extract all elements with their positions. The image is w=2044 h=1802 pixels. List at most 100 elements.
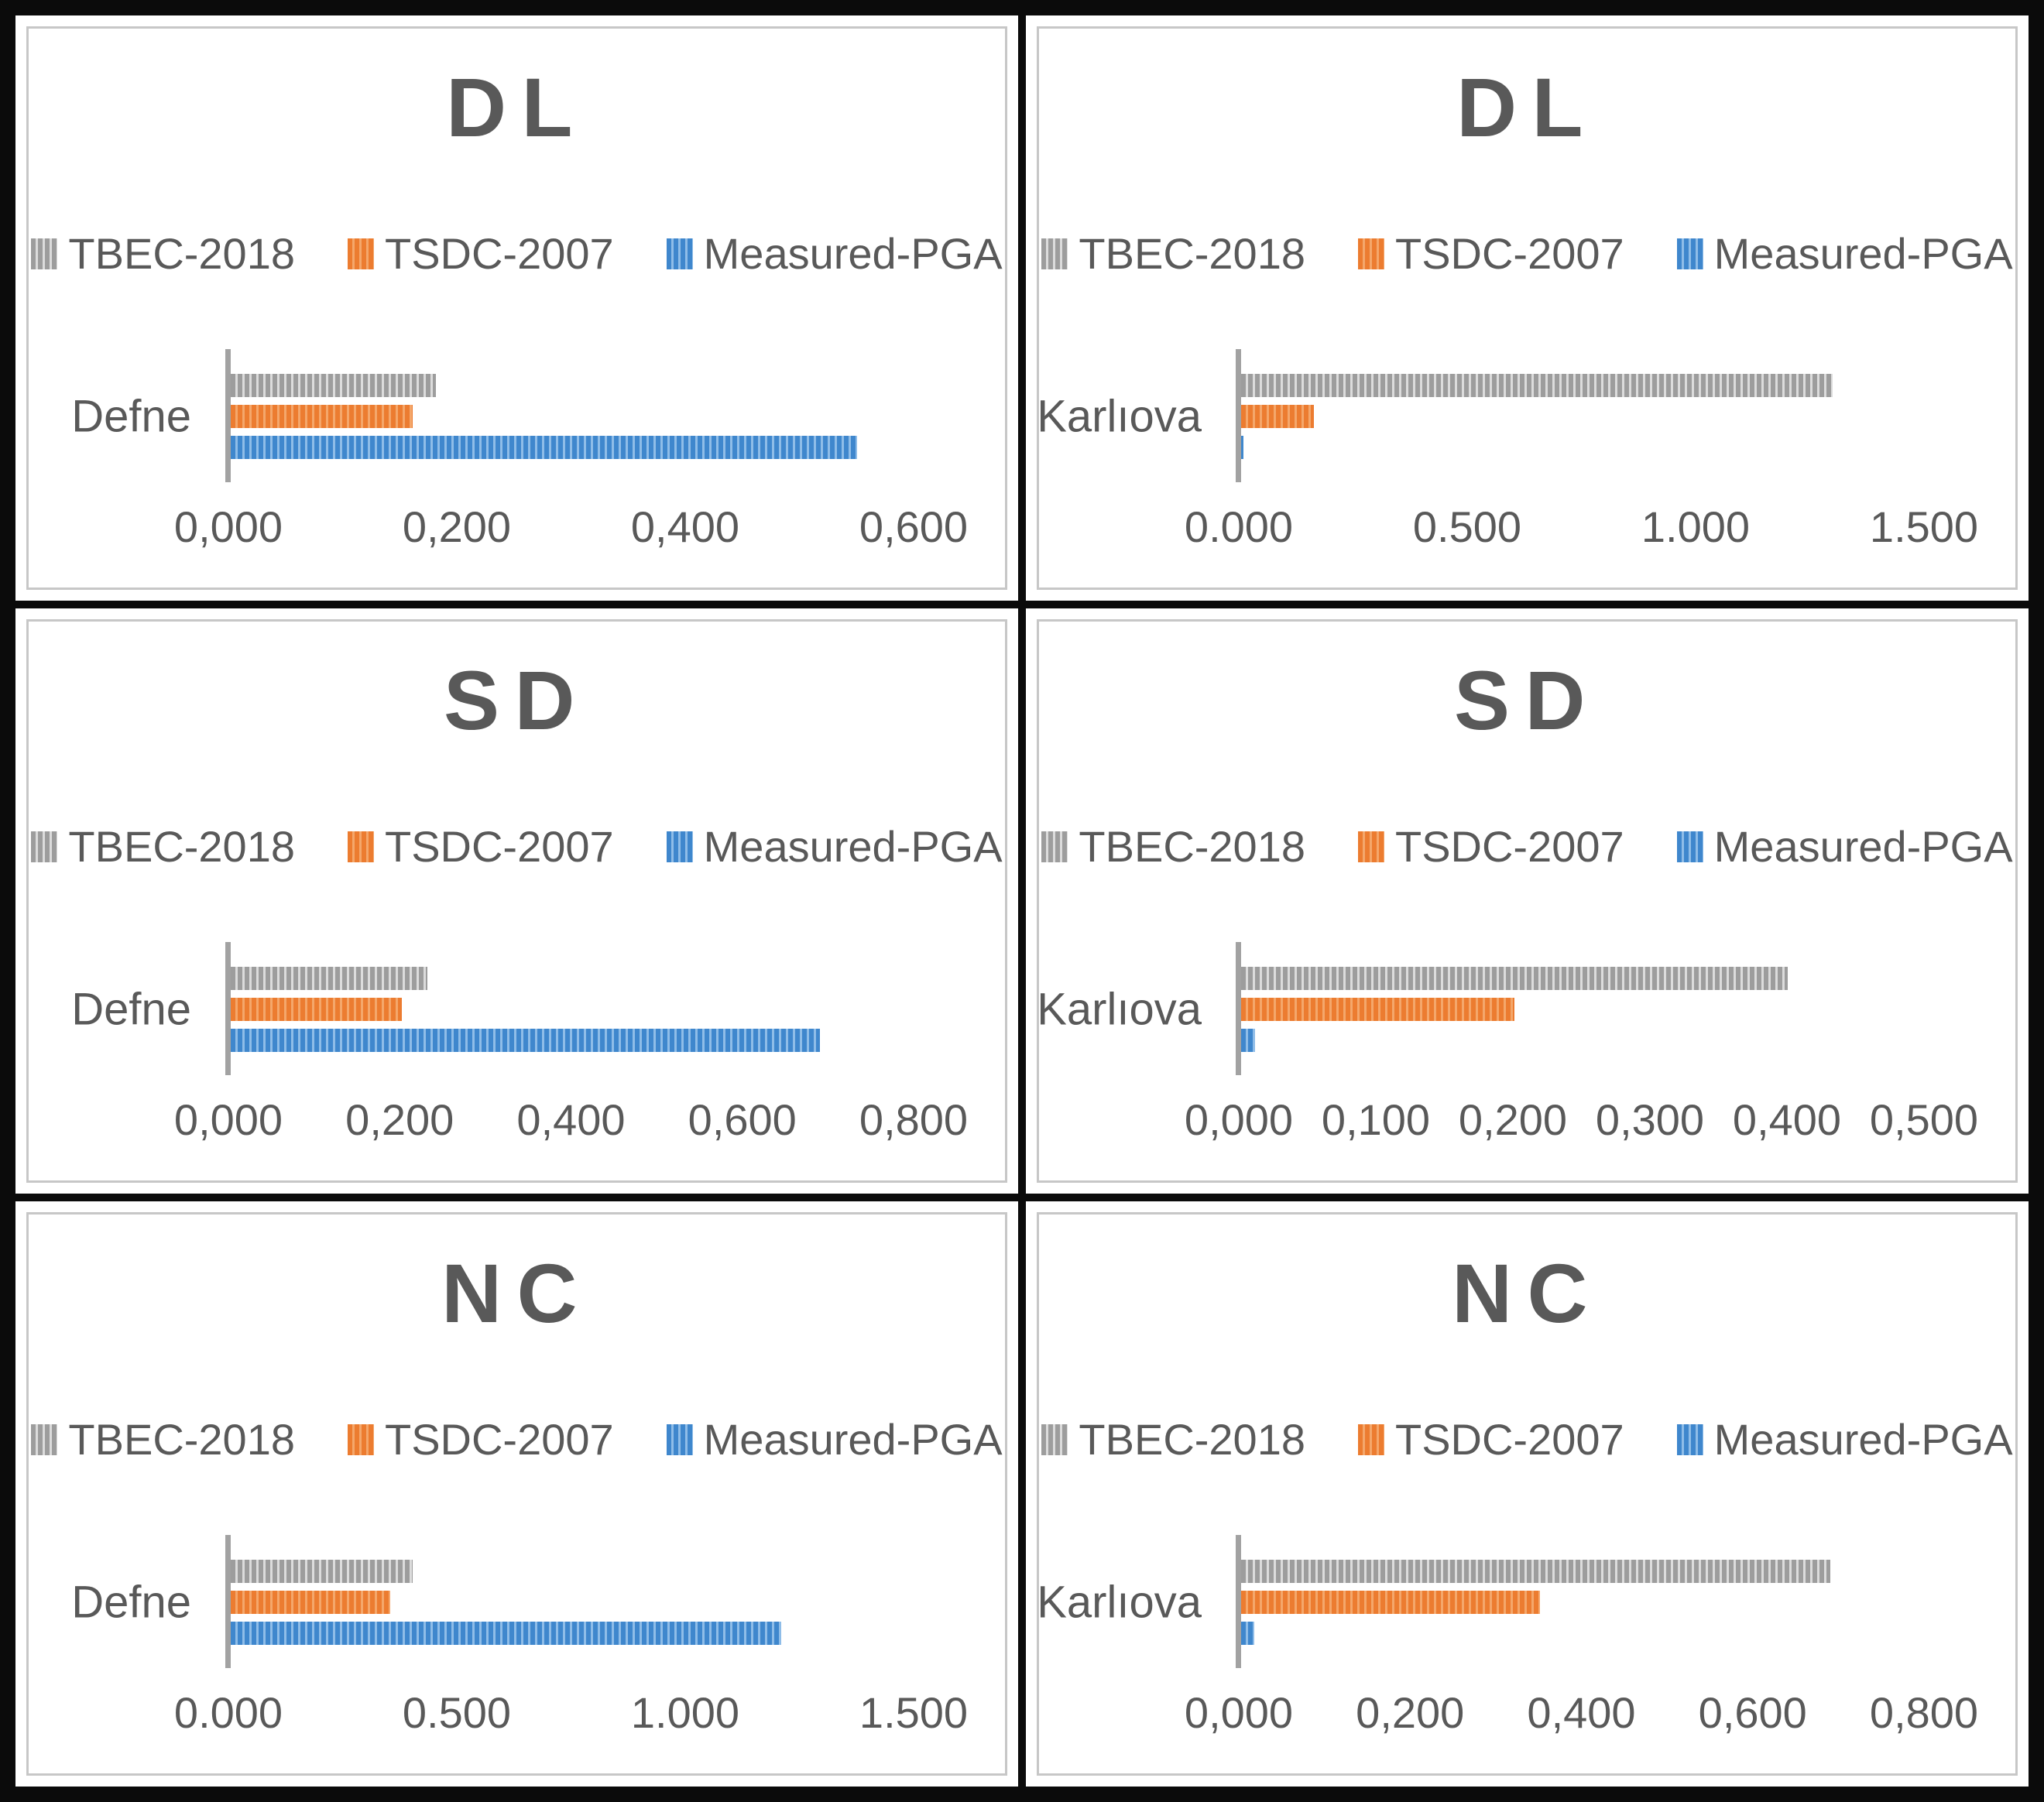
- legend-swatch: [1357, 831, 1384, 862]
- legend-item: Measured-PGA: [666, 821, 1003, 872]
- plot-area: Defne 0.000 0.500 1.000 1.500: [71, 1535, 968, 1735]
- legend-item: TBEC-2018: [31, 821, 295, 872]
- chart-title: NC: [441, 1246, 592, 1340]
- y-axis-line: [225, 942, 231, 1075]
- legend-item: TSDC-2007: [1357, 228, 1624, 279]
- legend-label: Measured-PGA: [1713, 1415, 2013, 1464]
- chart-legend: TBEC-2018 TSDC-2007 Measured-PGA: [1039, 1414, 2015, 1465]
- tick-label: 0,200: [402, 502, 512, 551]
- legend-item: TSDC-2007: [347, 228, 614, 279]
- legend-swatch: [1041, 238, 1068, 269]
- bar-tsdc-2007: [231, 998, 402, 1021]
- bar-tbec-2018: [1241, 967, 1788, 990]
- tick-label: 1.500: [1869, 502, 1979, 551]
- legend-swatch: [666, 831, 693, 862]
- legend-label: TBEC-2018: [1079, 1415, 1305, 1464]
- tick-label: 0,600: [859, 502, 969, 551]
- legend-item: TBEC-2018: [1041, 821, 1305, 872]
- legend-item: TBEC-2018: [1041, 1414, 1305, 1465]
- legend-label: TSDC-2007: [1394, 229, 1624, 278]
- chart-cell: DL TBEC-2018 TSDC-2007 Measured-PGA Defn…: [15, 15, 1018, 601]
- legend-item: TBEC-2018: [31, 1414, 295, 1465]
- chart-panel: DL TBEC-2018 TSDC-2007 Measured-PGA Karl…: [1037, 26, 2018, 590]
- legend-label: TSDC-2007: [1394, 1415, 1624, 1464]
- legend-swatch: [1676, 238, 1703, 269]
- chart-legend: TBEC-2018 TSDC-2007 Measured-PGA: [29, 228, 1005, 279]
- legend-item: TBEC-2018: [1041, 228, 1305, 279]
- legend-swatch: [1357, 238, 1384, 269]
- chart-title: SD: [444, 653, 590, 747]
- bars: [1241, 967, 1924, 1060]
- legend-label: TSDC-2007: [384, 822, 614, 871]
- tick-label: 1.000: [1641, 502, 1751, 551]
- chart-cell: SD TBEC-2018 TSDC-2007 Measured-PGA Defn…: [15, 608, 1018, 1194]
- chart-cell: SD TBEC-2018 TSDC-2007 Measured-PGA Karl…: [1026, 608, 2029, 1194]
- legend-label: TSDC-2007: [384, 229, 614, 278]
- legend-label: Measured-PGA: [703, 822, 1003, 871]
- plot-area: Defne 0,000 0,200 0,400 0,600 0,800: [71, 942, 968, 1142]
- category-label: Defne: [71, 1577, 191, 1628]
- bars: [231, 1560, 914, 1653]
- y-axis-line: [225, 1535, 231, 1668]
- x-axis-ticks: 0,000 0,200 0,400 0,600 0,800: [1185, 1691, 1978, 1747]
- chart-legend: TBEC-2018 TSDC-2007 Measured-PGA: [1039, 228, 2015, 279]
- tick-label: 0,800: [1869, 1688, 1979, 1737]
- bar-tsdc-2007: [1241, 405, 1315, 428]
- bars: [231, 374, 914, 467]
- bar-measured-pga: [231, 436, 857, 459]
- legend-swatch: [31, 1423, 58, 1455]
- x-axis-ticks: 0.000 0.500 1.000 1.500: [174, 1688, 968, 1747]
- legend-label: TBEC-2018: [1079, 822, 1305, 871]
- plot-area: Karlıova 0,000 0,200 0,400 0,600 0,800: [1039, 1535, 1978, 1735]
- y-axis-line: [1236, 349, 1241, 482]
- y-axis-line: [225, 349, 231, 482]
- bars: [231, 967, 914, 1060]
- tick-label: 0,800: [859, 1095, 969, 1144]
- legend-label: TSDC-2007: [384, 1415, 614, 1464]
- legend-swatch: [31, 238, 58, 269]
- bar-tbec-2018: [231, 967, 427, 990]
- legend-item: TSDC-2007: [347, 1414, 614, 1465]
- legend-label: TBEC-2018: [68, 822, 295, 871]
- plot-area: Karlıova 0.000 0.500 1.000 1.500: [1039, 349, 1978, 549]
- tick-label: 0,000: [173, 1095, 283, 1144]
- tick-label: 0,600: [688, 1095, 797, 1144]
- legend-label: Measured-PGA: [703, 229, 1003, 278]
- tick-label: 1.500: [859, 1688, 969, 1737]
- legend-swatch: [347, 1423, 374, 1455]
- chart-panel: NC TBEC-2018 TSDC-2007 Measured-PGA Defn…: [26, 1212, 1007, 1776]
- legend-label: Measured-PGA: [703, 1415, 1003, 1464]
- chart-panel: DL TBEC-2018 TSDC-2007 Measured-PGA Defn…: [26, 26, 1007, 590]
- bar-measured-pga: [1241, 436, 1243, 459]
- legend-label: TBEC-2018: [1079, 229, 1305, 278]
- bar-tsdc-2007: [231, 1591, 390, 1614]
- legend-item: Measured-PGA: [1676, 228, 2013, 279]
- legend-swatch: [347, 831, 374, 862]
- chart-title: SD: [1454, 653, 1600, 747]
- bar-tsdc-2007: [1241, 998, 1514, 1021]
- legend-label: Measured-PGA: [1713, 229, 2013, 278]
- chart-panel: SD TBEC-2018 TSDC-2007 Measured-PGA Karl…: [1037, 619, 2018, 1183]
- tick-label: 0.500: [402, 1688, 512, 1737]
- tick-label: 0,000: [173, 502, 283, 551]
- legend-label: TSDC-2007: [1394, 822, 1624, 871]
- bar-measured-pga: [231, 1622, 782, 1645]
- tick-label: 0.000: [1184, 502, 1294, 551]
- chart-panel: SD TBEC-2018 TSDC-2007 Measured-PGA Defn…: [26, 619, 1007, 1183]
- tick-label: 0,500: [1869, 1095, 1979, 1144]
- chart-title: DL: [1456, 60, 1598, 154]
- legend-swatch: [1041, 831, 1068, 862]
- x-axis-ticks: 0.000 0.500 1.000 1.500: [1185, 502, 1978, 561]
- tick-label: 0,300: [1595, 1095, 1705, 1144]
- tick-label: 0,000: [1184, 1688, 1294, 1737]
- legend-item: Measured-PGA: [1676, 1414, 2013, 1465]
- chart-legend: TBEC-2018 TSDC-2007 Measured-PGA: [1039, 821, 2015, 872]
- bars: [1241, 1560, 1924, 1653]
- bars: [1241, 374, 1924, 467]
- tick-label: 0,400: [516, 1095, 626, 1144]
- legend-swatch: [1357, 1423, 1384, 1455]
- legend-item: TBEC-2018: [31, 228, 295, 279]
- category-label: Defne: [71, 391, 191, 442]
- legend-swatch: [1041, 1423, 1068, 1455]
- tick-label: 0,400: [630, 502, 740, 551]
